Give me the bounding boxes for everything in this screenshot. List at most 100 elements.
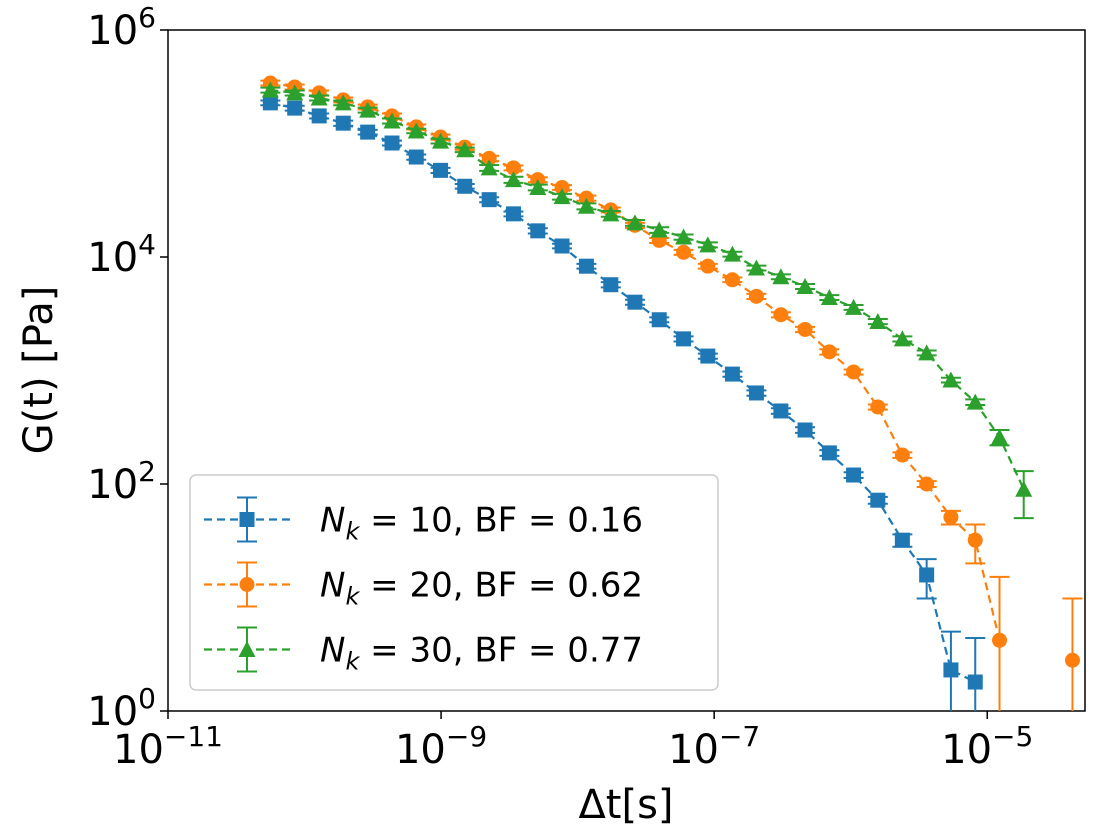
marker [335, 115, 351, 131]
marker [553, 188, 571, 205]
marker [577, 197, 595, 214]
marker [407, 122, 425, 139]
marker [700, 258, 716, 274]
marker [504, 171, 522, 188]
marker [334, 94, 352, 111]
marker [311, 108, 327, 124]
marker [383, 112, 401, 129]
marker [602, 205, 620, 222]
error-bar [965, 636, 986, 711]
marker [748, 288, 764, 304]
y-tick-label: 102 [87, 455, 156, 508]
marker [603, 277, 619, 293]
marker [457, 178, 473, 194]
marker [966, 393, 984, 410]
marker [262, 95, 278, 111]
marker [408, 149, 424, 165]
marker [846, 467, 862, 483]
legend-label: Nk = 20, BF = 0.62 [320, 566, 643, 611]
marker [699, 236, 717, 253]
marker [310, 89, 328, 106]
marker [723, 245, 741, 262]
marker [456, 141, 474, 158]
marker [676, 331, 692, 347]
y-axis-label: G(t) [Pa] [16, 286, 62, 455]
marker [821, 445, 837, 461]
marker [480, 159, 498, 176]
legend-label: Nk = 10, BF = 0.16 [320, 501, 643, 546]
marker [359, 101, 377, 118]
error-bar [1062, 597, 1083, 711]
marker [627, 294, 643, 310]
marker [967, 532, 983, 548]
y-tick-label: 104 [87, 228, 156, 281]
marker [894, 532, 910, 548]
marker [918, 344, 936, 361]
plot-area [260, 75, 1083, 711]
marker [286, 84, 304, 101]
marker [675, 228, 693, 245]
marker [578, 258, 594, 274]
marker [772, 268, 790, 285]
marker [894, 447, 910, 463]
marker [796, 277, 814, 294]
x-tick-label: 10−11 [113, 720, 223, 773]
x-axis-label: Δt[s] [578, 782, 673, 828]
marker [554, 238, 570, 254]
marker [724, 366, 740, 382]
marker [529, 178, 547, 195]
marker [481, 192, 497, 208]
marker [261, 81, 279, 98]
marker [1064, 652, 1080, 668]
marker [747, 259, 765, 276]
marker [797, 321, 813, 337]
error-bar [940, 630, 961, 711]
marker [992, 632, 1008, 648]
marker [530, 223, 546, 239]
plot-frame [167, 29, 1086, 712]
series-line [270, 88, 1025, 490]
marker [846, 364, 862, 380]
marker [991, 428, 1009, 445]
marker [481, 150, 497, 166]
marker [360, 124, 376, 140]
marker [748, 385, 764, 401]
marker [845, 298, 863, 315]
marker [287, 100, 303, 116]
marker [724, 272, 740, 288]
marker [893, 330, 911, 347]
marker [919, 476, 935, 492]
marker [942, 371, 960, 388]
y-tick-label: 106 [87, 1, 156, 54]
marker [651, 312, 667, 328]
marker [239, 577, 255, 592]
error-bar [989, 575, 1010, 711]
marker [554, 179, 570, 195]
marker [870, 492, 886, 508]
legend-label: Nk = 30, BF = 0.77 [320, 631, 643, 676]
x-tick-label: 10−9 [395, 720, 487, 773]
x-tick-label: 10−7 [668, 720, 760, 773]
marker [870, 399, 886, 415]
marker [820, 288, 838, 305]
marker [1015, 480, 1033, 497]
marker [239, 512, 255, 527]
marker [967, 674, 983, 690]
marker [676, 244, 692, 260]
marker [650, 221, 668, 238]
marker [700, 348, 716, 364]
marker [943, 662, 959, 678]
marker [773, 307, 789, 323]
marker [943, 509, 959, 525]
marker [505, 160, 521, 176]
marker [821, 344, 837, 360]
marker [773, 403, 789, 419]
marker [869, 313, 887, 330]
marker [626, 214, 644, 231]
legend-box [189, 474, 719, 691]
marker [797, 422, 813, 438]
marker [238, 641, 256, 657]
marker [384, 135, 400, 151]
marker [919, 567, 935, 583]
